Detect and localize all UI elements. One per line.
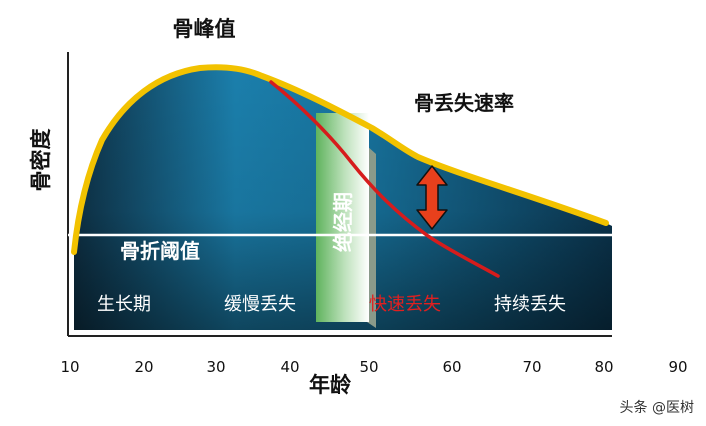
menopause-label: 绝经期 (331, 192, 355, 252)
x-tick-label: 30 (206, 358, 225, 376)
x-tick-label: 80 (594, 358, 613, 376)
stage-continuous-loss-label: 持续丢失 (494, 294, 566, 315)
x-axis-label: 年龄 (309, 373, 352, 397)
x-tick-label: 60 (442, 358, 461, 376)
x-tick-label: 40 (280, 358, 299, 376)
menopause-band (316, 113, 369, 322)
x-tick-label: 20 (134, 358, 153, 376)
bone-mass-curve (71, 64, 609, 255)
stage-slow-loss-label: 缓慢丢失 (224, 294, 296, 315)
loss-rate-label: 骨丢失速率 (414, 91, 514, 115)
loss-rate-double-arrow (416, 165, 448, 230)
x-tick-label: 90 (668, 358, 687, 376)
y-axis-label: 骨密度 (29, 129, 53, 192)
rapid-loss-curve (269, 80, 500, 278)
x-tick-label: 10 (60, 358, 79, 376)
menopause-band-side (367, 146, 376, 328)
watermark-text: 头条 @医树 (620, 399, 694, 416)
stage-fast-loss-label: 快速丢失 (369, 294, 441, 315)
stage-growth-label: 生长期 (97, 294, 151, 315)
x-tick-label: 70 (522, 358, 541, 376)
x-tick-labels: 10 20 30 40 50 60 70 80 90 (60, 358, 687, 376)
x-tick-label: 50 (359, 358, 378, 376)
fracture-threshold-label: 骨折阈值 (120, 239, 200, 263)
peak-bone-mass-label: 骨峰值 (173, 17, 236, 41)
